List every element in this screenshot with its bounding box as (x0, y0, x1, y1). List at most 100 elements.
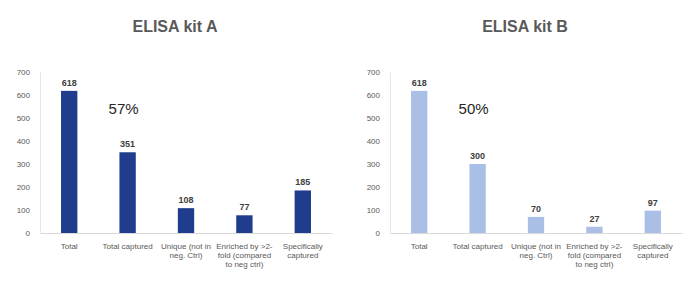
x-tick-label: Unique (not inneg. Ctrl) (161, 242, 211, 260)
x-axis: Total Total captured Unique (not inneg. Ct… (391, 233, 683, 269)
x-axis: Total Total captured Unique (not inneg. Ct… (41, 233, 333, 269)
tick-label-line: Total captured (102, 242, 152, 251)
chart-panel: 0 100 200 300 400 500 600 700 Total Total capture… (17, 68, 333, 269)
y-tick-label: 0 (376, 229, 381, 238)
data-label: 300 (470, 151, 485, 161)
data-labels: 618 351 108 77 185 (62, 78, 311, 212)
y-tick: 300 (17, 160, 40, 169)
bar (236, 215, 252, 233)
x-tick-label: Enriched by >2-fold (comparedto neg ctrl… (216, 242, 273, 269)
x-tick-label: Specificallycaptured (633, 242, 673, 260)
data-label: 70 (531, 204, 541, 214)
y-tick: 300 (367, 160, 390, 169)
y-tick: 700 (367, 68, 390, 77)
y-tick: 0 (376, 229, 390, 238)
x-tick: Specificallycaptured (633, 233, 673, 260)
y-tick-label: 200 (17, 183, 31, 192)
y-tick-label: 300 (17, 160, 31, 169)
tick-label-line: neg. Ctrl) (170, 251, 203, 260)
y-axis-line (40, 73, 41, 234)
bar (586, 227, 602, 233)
tick-label-line: captured (287, 251, 318, 260)
y-tick: 400 (367, 137, 390, 146)
chart-title: ELISA kit B (482, 18, 568, 35)
data-label: 185 (295, 177, 310, 187)
tick-label-line: Total (61, 242, 78, 251)
tick-label-line: Total (411, 242, 428, 251)
y-tick: 600 (17, 91, 40, 100)
bar (528, 217, 544, 233)
bars (411, 91, 661, 233)
data-labels: 618 300 70 27 97 (412, 78, 658, 224)
tick-label-line: Specifically (633, 242, 673, 251)
x-tick: Total captured (452, 233, 502, 251)
tick-label-line: to neg ctrl) (576, 260, 614, 269)
tick-label-line: Enriched by >2- (566, 242, 623, 251)
data-label: 108 (178, 195, 193, 205)
x-tick: Specificallycaptured (283, 233, 323, 260)
y-tick-label: 100 (17, 206, 31, 215)
y-tick: 0 (26, 229, 40, 238)
annotation: 50% (459, 100, 489, 117)
x-axis-line (391, 233, 683, 234)
chart-root: 0100200300400500600700TotalTotal capture… (0, 0, 700, 283)
y-tick-label: 300 (367, 160, 381, 169)
tick-label-line: Unique (not in (511, 242, 561, 251)
chart-title: ELISA kit A (132, 18, 217, 35)
tick-label-line: captured (637, 251, 668, 260)
bars (61, 91, 311, 233)
tick-label-line: fold (compared (218, 251, 271, 260)
x-tick-label: Total (61, 242, 78, 251)
y-tick: 200 (367, 183, 390, 192)
data-label: 351 (120, 139, 135, 149)
x-tick-label: Unique (not inneg. Ctrl) (511, 242, 561, 260)
y-tick: 200 (17, 183, 40, 192)
data-label: 27 (589, 214, 599, 224)
y-tick: 500 (17, 114, 40, 123)
y-tick: 600 (367, 91, 390, 100)
data-label: 97 (648, 198, 658, 208)
y-tick-label: 100 (367, 206, 381, 215)
x-tick: Total (411, 233, 428, 251)
y-tick-label: 600 (17, 91, 31, 100)
y-tick: 400 (17, 137, 40, 146)
x-tick: Unique (not inneg. Ctrl) (511, 233, 561, 260)
data-label: 618 (412, 78, 427, 88)
y-tick-label: 500 (367, 114, 381, 123)
x-tick: Enriched by >2-fold (comparedto neg ctrl… (566, 233, 623, 269)
tick-label-line: to neg ctrl) (226, 260, 264, 269)
tick-label-line: fold (compared (568, 251, 621, 260)
data-label: 618 (62, 78, 77, 88)
y-tick-label: 500 (17, 114, 31, 123)
y-axis: 0 100 200 300 400 500 600 700 (367, 68, 391, 238)
bar (178, 208, 194, 233)
bar (411, 91, 427, 233)
x-axis-line (41, 233, 333, 234)
x-tick: Total captured (102, 233, 152, 251)
y-tick-label: 0 (26, 229, 31, 238)
y-tick-label: 400 (367, 137, 381, 146)
data-label: 77 (239, 202, 249, 212)
bar (295, 190, 311, 233)
x-tick-label: Specificallycaptured (283, 242, 323, 260)
y-tick: 100 (17, 206, 40, 215)
tick-label-line: neg. Ctrl) (520, 251, 553, 260)
tick-label-line: Unique (not in (161, 242, 211, 251)
chart-panel: 0 100 200 300 400 500 600 700 Total Total capture… (367, 68, 683, 269)
x-tick-label: Total captured (102, 242, 152, 251)
x-tick: Total (61, 233, 78, 251)
y-axis: 0 100 200 300 400 500 600 700 (17, 68, 41, 238)
y-tick-label: 200 (367, 183, 381, 192)
bar (469, 164, 485, 233)
y-tick-label: 700 (17, 68, 31, 77)
y-tick: 100 (367, 206, 390, 215)
x-tick-label: Total (411, 242, 428, 251)
x-tick: Unique (not inneg. Ctrl) (161, 233, 211, 260)
y-axis-line (390, 73, 391, 234)
bar (61, 91, 77, 233)
y-tick-label: 600 (367, 91, 381, 100)
bar (645, 211, 661, 233)
annotation: 57% (109, 100, 139, 117)
tick-label-line: Total captured (452, 242, 502, 251)
tick-label-line: Enriched by >2- (216, 242, 273, 251)
